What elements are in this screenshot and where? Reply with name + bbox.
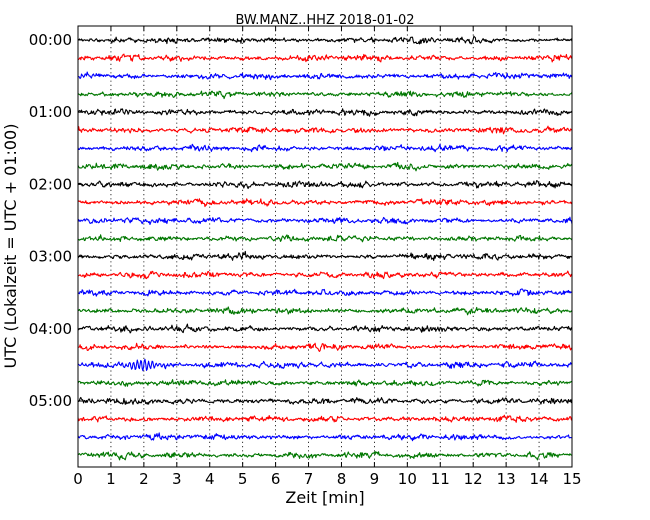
trace-0315 xyxy=(78,270,573,280)
x-axis: 0 1 2 3 4 5 6 7 8 9 10 11 12 13 14 15 xyxy=(73,26,582,488)
trace-0400 xyxy=(77,323,573,334)
trace-0445 xyxy=(77,379,573,387)
y-tick-label: 03:00 xyxy=(29,248,72,266)
y-tick-label: 02:00 xyxy=(29,175,72,193)
x-tick-label: 15 xyxy=(562,470,581,488)
trace-0415 xyxy=(77,342,573,352)
trace-0430 xyxy=(77,358,573,372)
x-tick-label: 9 xyxy=(370,470,380,488)
y-axis: 00:00 01:00 02:00 03:00 04:00 05:00 xyxy=(29,31,572,410)
x-tick-label: 12 xyxy=(464,470,483,488)
trace-0200 xyxy=(77,180,573,190)
trace-0300 xyxy=(77,250,573,262)
trace-0030 xyxy=(77,71,573,81)
trace-0345 xyxy=(77,306,573,316)
chart-title: BW.MANZ..HHZ 2018-01-02 xyxy=(235,13,414,28)
y-tick-label: 04:00 xyxy=(29,320,72,338)
x-tick-label: 11 xyxy=(431,470,450,488)
trace-0515 xyxy=(77,414,573,423)
x-tick-label: 0 xyxy=(73,470,83,488)
trace-0500 xyxy=(77,396,573,405)
x-tick-label: 5 xyxy=(238,470,248,488)
x-tick-label: 3 xyxy=(172,470,182,488)
x-tick-label: 10 xyxy=(398,470,417,488)
x-tick-label: 8 xyxy=(337,470,347,488)
y-tick-label: 00:00 xyxy=(29,31,72,49)
y-axis-label: UTC (Lokalzeit = UTC + 01:00) xyxy=(1,124,20,369)
trace-0145 xyxy=(77,161,573,172)
trace-0130 xyxy=(77,143,573,153)
x-tick-label: 1 xyxy=(106,470,116,488)
trace-0045 xyxy=(77,90,573,100)
trace-0330 xyxy=(77,288,573,297)
trace-0530 xyxy=(77,432,572,442)
trace-0015 xyxy=(77,53,573,63)
trace-0000 xyxy=(77,35,573,45)
x-tick-label: 4 xyxy=(205,470,215,488)
trace-0115 xyxy=(77,125,573,135)
x-axis-label: Zeit [min] xyxy=(285,488,364,507)
trace-0230 xyxy=(77,216,573,226)
x-tick-label: 7 xyxy=(304,470,314,488)
seismic-traces xyxy=(77,35,573,461)
y-tick-label: 05:00 xyxy=(29,392,72,410)
trace-0100 xyxy=(77,108,573,117)
trace-0215 xyxy=(77,198,573,208)
y-tick-label: 01:00 xyxy=(29,103,72,121)
x-tick-label: 13 xyxy=(497,470,516,488)
x-tick-label: 14 xyxy=(530,470,549,488)
trace-0545 xyxy=(77,451,573,461)
x-tick-label: 2 xyxy=(139,470,149,488)
x-tick-label: 6 xyxy=(271,470,281,488)
trace-0245 xyxy=(77,234,573,243)
plot-frame xyxy=(77,25,573,468)
